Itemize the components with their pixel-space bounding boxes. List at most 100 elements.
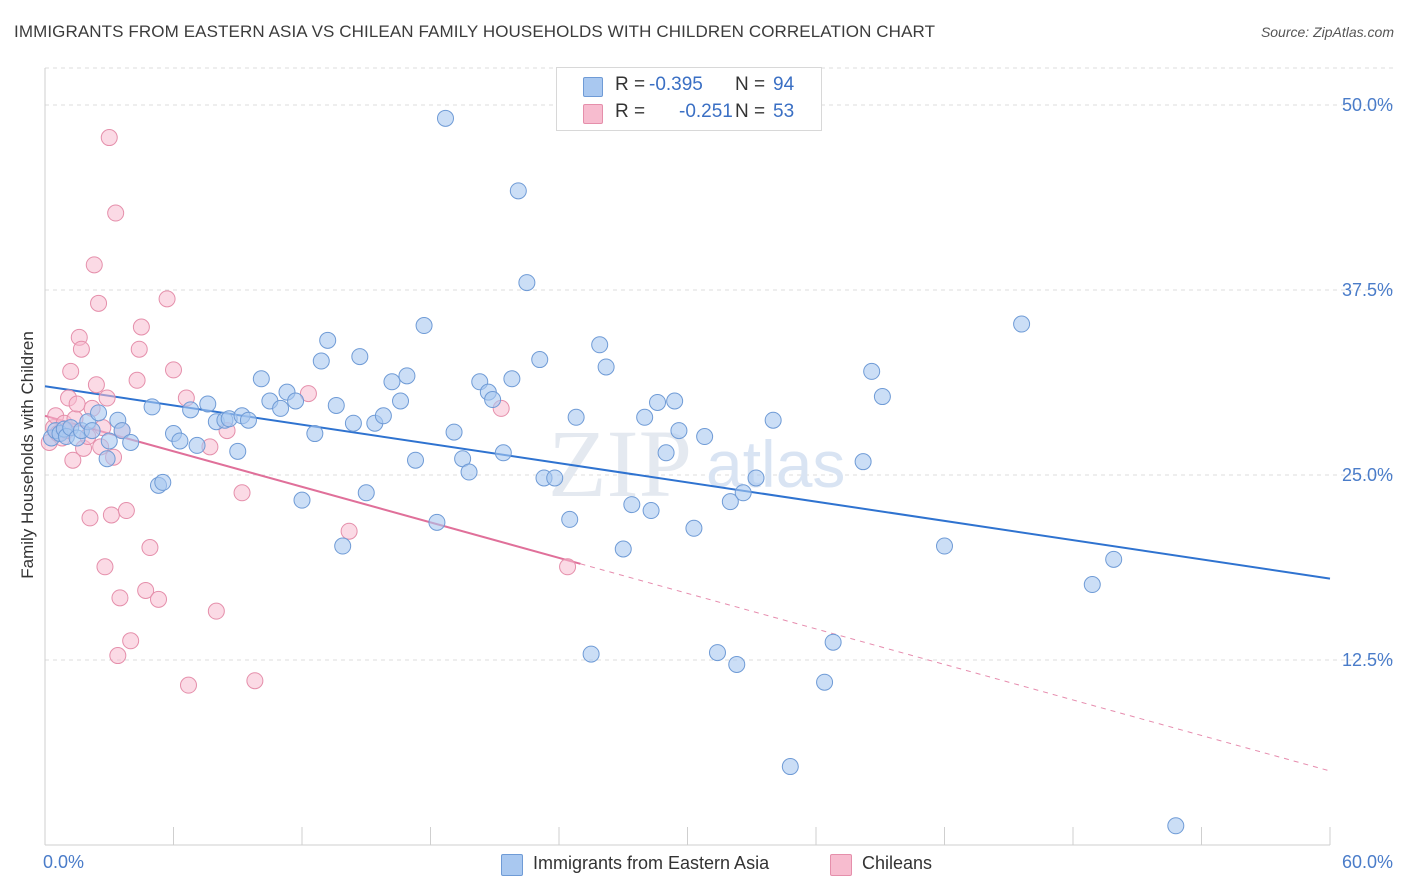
data-point-eastern-asia xyxy=(407,451,425,469)
legend-swatch-blue xyxy=(583,77,603,97)
series-legend: Immigrants from Eastern Asia Chileans xyxy=(0,852,1406,878)
data-point-eastern-asia xyxy=(747,469,765,487)
data-point-chileans xyxy=(72,340,90,358)
data-point-eastern-asia xyxy=(1105,550,1123,568)
legend-label-chileans: Chileans xyxy=(862,853,933,873)
data-point-eastern-asia xyxy=(1013,315,1031,333)
data-point-chileans xyxy=(165,361,182,379)
data-point-eastern-asia xyxy=(344,414,362,432)
data-point-chileans xyxy=(87,376,105,394)
data-point-eastern-asia xyxy=(1167,817,1185,835)
data-point-eastern-asia xyxy=(334,537,352,555)
legend-label-eastern-asia: Immigrants from Eastern Asia xyxy=(533,853,770,873)
data-point-eastern-asia xyxy=(561,510,579,528)
data-point-chileans xyxy=(64,451,82,469)
data-point-eastern-asia xyxy=(154,473,172,491)
data-point-eastern-asia xyxy=(171,432,189,450)
data-point-chileans xyxy=(100,129,118,147)
data-point-eastern-asia xyxy=(781,758,799,776)
data-point-chileans xyxy=(107,204,125,222)
data-point-eastern-asia xyxy=(319,331,337,349)
data-point-eastern-asia xyxy=(567,408,585,426)
data-point-eastern-asia xyxy=(494,444,512,462)
data-point-chileans xyxy=(132,318,150,336)
data-point-chileans xyxy=(150,590,168,608)
data-point-eastern-asia xyxy=(428,513,446,531)
legend-n-label: N = xyxy=(735,74,766,95)
data-point-eastern-asia xyxy=(287,392,305,410)
data-point-chileans xyxy=(117,502,135,520)
data-point-chileans xyxy=(233,484,251,502)
data-point-eastern-asia xyxy=(708,644,726,662)
data-point-eastern-asia xyxy=(649,393,667,411)
data-point-eastern-asia xyxy=(182,401,200,419)
data-point-chileans xyxy=(141,539,159,557)
data-point-chileans xyxy=(179,676,197,694)
series-chileans-points xyxy=(40,129,577,694)
data-point-eastern-asia xyxy=(188,436,206,454)
data-point-eastern-asia xyxy=(98,450,116,468)
data-point-chileans xyxy=(137,581,155,599)
legend-r-value: -0.395 xyxy=(649,74,703,95)
data-point-chileans xyxy=(128,371,146,389)
data-point-eastern-asia xyxy=(272,399,290,417)
data-point-chileans xyxy=(96,558,114,576)
data-point-eastern-asia xyxy=(509,182,527,200)
data-point-eastern-asia xyxy=(306,425,324,443)
data-point-eastern-asia xyxy=(531,351,549,369)
data-point-eastern-asia xyxy=(503,370,521,388)
data-point-eastern-asia xyxy=(734,484,752,502)
data-point-chileans xyxy=(62,362,80,380)
data-point-eastern-asia xyxy=(436,109,454,127)
data-point-eastern-asia xyxy=(357,484,375,502)
data-point-eastern-asia xyxy=(143,398,161,416)
data-point-eastern-asia xyxy=(666,392,684,410)
y-tick-label: 50.0% xyxy=(1342,95,1393,115)
data-point-eastern-asia xyxy=(1083,576,1101,594)
legend-swatch-pink xyxy=(583,104,603,124)
legend-n-label: N = xyxy=(735,101,766,122)
data-point-eastern-asia xyxy=(614,540,632,558)
data-point-eastern-asia xyxy=(398,367,416,385)
data-point-eastern-asia xyxy=(122,433,140,451)
legend-r-label: R = xyxy=(615,101,646,122)
data-point-eastern-asia xyxy=(764,411,782,429)
data-point-chileans xyxy=(299,385,317,403)
series-eastern-asia-points xyxy=(42,109,1185,835)
data-point-chileans xyxy=(90,294,108,312)
data-point-eastern-asia xyxy=(460,463,478,481)
data-point-eastern-asia xyxy=(728,655,746,673)
x-tick-label-max: 60.0% xyxy=(1341,852,1393,872)
data-point-eastern-asia xyxy=(623,496,641,514)
legend-r-value: -0.251 xyxy=(679,101,733,122)
data-point-eastern-asia xyxy=(239,411,257,429)
data-point-chileans xyxy=(246,672,264,690)
y-axis-label: Family Households with Children xyxy=(18,331,37,579)
data-point-chileans xyxy=(81,509,99,527)
axes xyxy=(44,68,1331,846)
data-point-eastern-asia xyxy=(873,388,891,406)
data-point-eastern-asia xyxy=(696,428,714,446)
data-point-chileans xyxy=(102,506,120,524)
data-point-chileans xyxy=(158,290,176,308)
data-point-eastern-asia xyxy=(484,391,502,409)
y-tick-label: 25.0% xyxy=(1342,465,1393,485)
grid-lines xyxy=(45,67,1393,661)
data-point-eastern-asia xyxy=(597,358,615,376)
data-point-eastern-asia xyxy=(445,423,463,441)
data-point-eastern-asia xyxy=(854,453,872,471)
data-point-chileans xyxy=(130,340,148,358)
source-label: Source: ZipAtlas.com xyxy=(1260,24,1394,40)
data-point-eastern-asia xyxy=(657,444,675,462)
data-point-eastern-asia xyxy=(383,373,401,391)
data-point-eastern-asia xyxy=(90,404,108,422)
data-point-eastern-asia xyxy=(293,491,311,509)
x-tick-label-min: 0.0% xyxy=(43,852,85,872)
data-point-eastern-asia xyxy=(636,408,654,426)
data-point-eastern-asia xyxy=(327,396,345,414)
data-point-eastern-asia xyxy=(863,362,881,380)
data-point-eastern-asia xyxy=(721,493,739,511)
data-point-eastern-asia xyxy=(816,673,834,691)
data-point-chileans xyxy=(559,558,577,576)
